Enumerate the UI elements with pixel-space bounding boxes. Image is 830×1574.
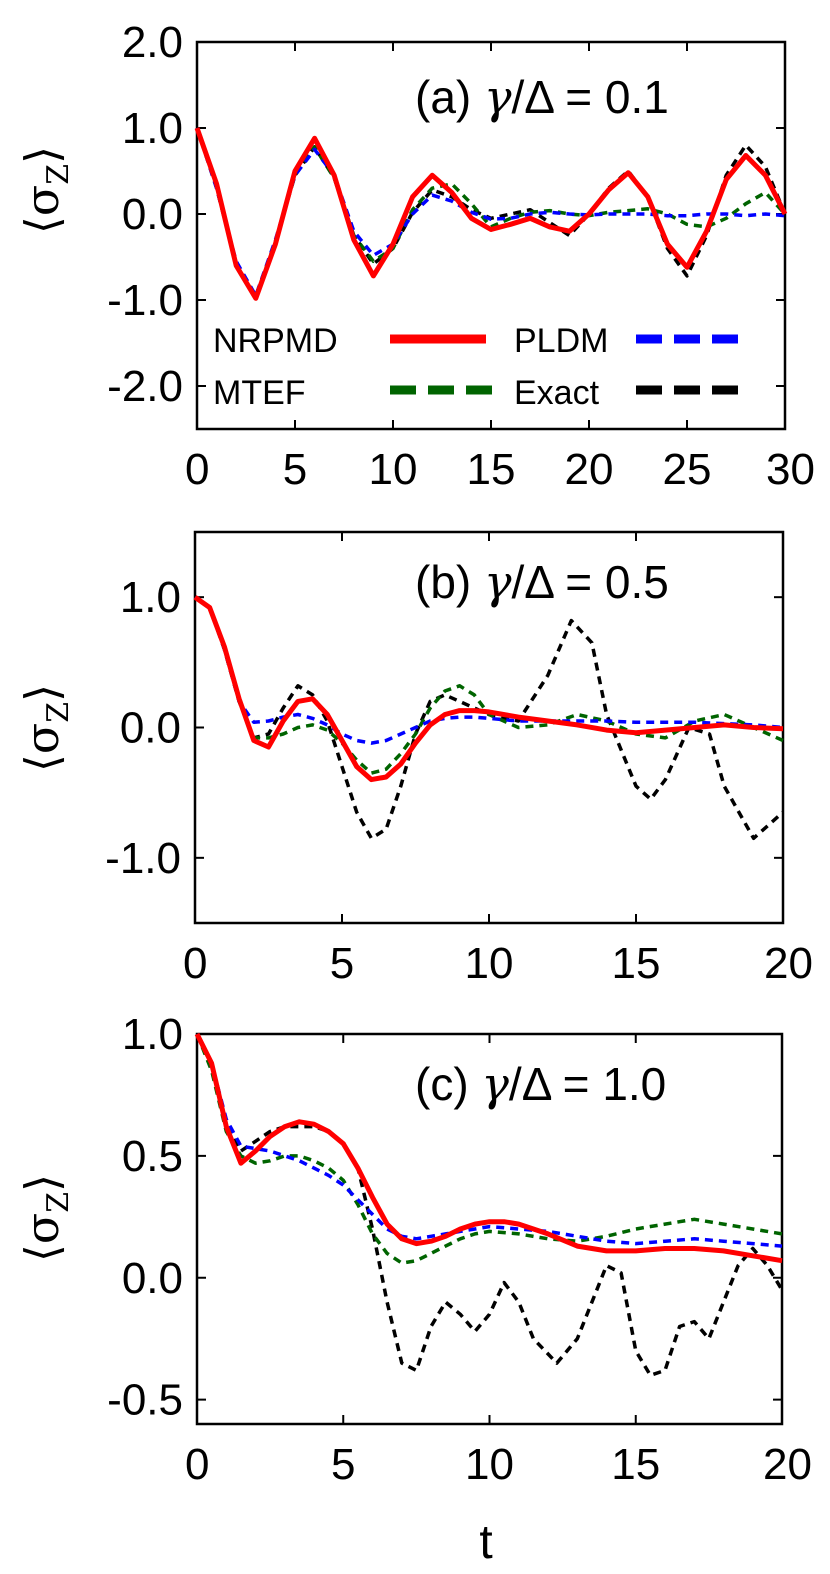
legend-label-exact: Exact <box>514 374 600 412</box>
x-tick-labels-a: 0 5 10 15 20 25 30 <box>185 445 815 494</box>
panel-label-a: (a) γ/Δ = 0.1 <box>415 70 669 124</box>
x-tick-label-a-4: 20 <box>565 445 614 494</box>
x-tick-label-c-4: 20 <box>763 1440 812 1489</box>
y-axis-label-b: ⟨σZ⟩ <box>15 684 76 772</box>
x-tick-label-c-1: 5 <box>331 1440 355 1489</box>
x-tick-label-a-2: 10 <box>369 445 418 494</box>
x-tick-label-b-4: 20 <box>764 939 813 988</box>
panel-a: 2.0 1.0 0.0 -1.0 -2.0 0 5 10 15 20 25 30 (a) γ/Δ =… <box>15 18 815 494</box>
y-tick-label-b-0: 1.0 <box>120 573 181 622</box>
x-tick-label-a-6: 30 <box>766 445 815 494</box>
axis-ticks-c <box>196 1033 783 1424</box>
y-tick-label-c-1: 0.5 <box>122 1132 183 1181</box>
series-pldm-b <box>193 595 784 745</box>
x-tick-label-b-2: 10 <box>465 939 514 988</box>
legend-label-mtef: MTEF <box>213 374 306 412</box>
panel-label-b: (b) γ/Δ = 0.5 <box>415 555 669 609</box>
series-nrpmd-a <box>194 127 788 301</box>
series-lines-b <box>193 595 785 841</box>
series-nrpmd-b <box>193 595 784 783</box>
series-nrpmd-c <box>194 1032 783 1264</box>
panel-c: 1.0 0.5 0.0 -0.5 0 5 10 15 20 (c) γ/Δ = 1.0 ⟨σZ… <box>15 1010 812 1489</box>
y-tick-label-c-3: -0.5 <box>107 1376 183 1425</box>
legend-label-nrpmd: NRPMD <box>213 322 338 360</box>
y-tick-label-b-1: 0.0 <box>120 704 181 753</box>
y-tick-labels-c: 1.0 0.5 0.0 -0.5 <box>107 1010 183 1425</box>
panel-b: 1.0 0.0 -1.0 0 5 10 15 20 (b) γ/Δ = 0.5 ⟨σZ⟩ <box>15 530 813 988</box>
series-lines-a <box>194 127 788 301</box>
y-tick-label-c-0: 1.0 <box>122 1010 183 1059</box>
y-tick-labels-a: 2.0 1.0 0.0 -1.0 -2.0 <box>107 18 183 411</box>
y-axis-label-c: ⟨σZ⟩ <box>15 1174 76 1262</box>
x-tick-label-a-5: 25 <box>663 445 712 494</box>
y-axis-label-a: ⟨σZ⟩ <box>15 146 76 234</box>
series-pldm-a <box>195 127 786 298</box>
x-tick-labels-b: 0 5 10 15 20 <box>183 939 813 988</box>
y-tick-label-b-2: -1.0 <box>105 834 181 883</box>
y-tick-labels-b: 1.0 0.0 -1.0 <box>105 573 181 883</box>
x-tick-labels-c: 0 5 10 15 20 <box>185 1440 812 1489</box>
x-tick-label-c-0: 0 <box>185 1440 209 1489</box>
y-tick-label-a-0: 2.0 <box>122 18 183 67</box>
y-tick-label-c-2: 0.0 <box>122 1254 183 1303</box>
series-mtef-c <box>195 1033 783 1265</box>
legend-label-pldm: PLDM <box>514 322 608 360</box>
x-tick-label-a-1: 5 <box>283 445 307 494</box>
x-tick-label-a-0: 0 <box>185 445 209 494</box>
series-lines-c <box>194 1032 784 1378</box>
series-mtef-b <box>193 595 784 775</box>
panel-label-c: (c) γ/Δ = 1.0 <box>415 1057 666 1111</box>
y-tick-label-a-2: 0.0 <box>122 190 183 239</box>
legend: NRPMD PLDM MTEF Exact <box>213 322 748 412</box>
y-tick-label-a-4: -2.0 <box>107 362 183 411</box>
x-axis-label: t <box>479 1516 492 1569</box>
x-tick-label-c-2: 10 <box>465 1440 514 1489</box>
x-tick-label-b-1: 5 <box>330 939 354 988</box>
x-tick-label-a-3: 15 <box>467 445 516 494</box>
axis-ticks-a <box>196 41 786 429</box>
x-tick-label-b-0: 0 <box>183 939 207 988</box>
x-tick-label-c-3: 15 <box>611 1440 660 1489</box>
y-tick-label-a-3: -1.0 <box>107 276 183 325</box>
x-tick-label-b-3: 15 <box>612 939 661 988</box>
series-pldm-c <box>195 1033 783 1248</box>
y-tick-label-a-1: 1.0 <box>122 104 183 153</box>
